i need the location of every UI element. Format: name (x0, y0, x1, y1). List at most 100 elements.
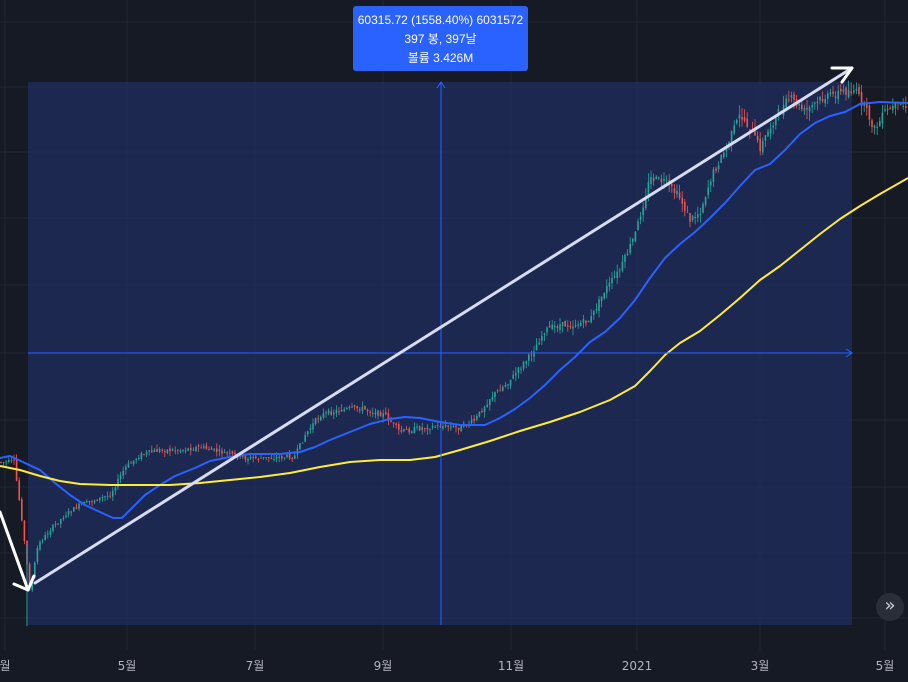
candle (507, 383, 509, 390)
candle-body (138, 457, 140, 459)
candle-body (21, 499, 23, 521)
candle (47, 530, 49, 539)
candle (369, 409, 371, 417)
measure-arrow-up (436, 81, 446, 89)
candle (288, 450, 291, 460)
candle-body (678, 192, 681, 198)
candle (413, 422, 416, 434)
candle-body (886, 108, 889, 111)
candle-body (281, 455, 283, 459)
candle (769, 122, 772, 140)
candle-body (671, 183, 673, 187)
candle-body (699, 214, 702, 216)
candle (881, 104, 884, 129)
candle (112, 487, 114, 501)
candle (62, 515, 65, 521)
candle (13, 454, 15, 465)
candle (5, 460, 7, 467)
candle (738, 105, 741, 128)
candle-body (598, 299, 600, 312)
candle-body (62, 518, 65, 520)
candle-body (73, 507, 75, 512)
candle (52, 523, 54, 533)
candle-body (590, 315, 592, 323)
candle (707, 179, 709, 199)
candle-body (197, 445, 200, 447)
candle-body (161, 449, 163, 451)
candle (478, 411, 481, 418)
candle-body (325, 412, 327, 414)
candle (715, 166, 717, 174)
candle (200, 444, 202, 449)
candle-body (538, 342, 540, 345)
candle (330, 406, 332, 416)
candle (658, 176, 660, 181)
candle (421, 422, 423, 435)
candle (678, 184, 681, 201)
candle-body (569, 326, 572, 328)
candle-body (335, 409, 338, 413)
candle-body (288, 453, 291, 459)
x-axis: 월 5월 7월 9월 11월 2021 3월 5월 (0, 659, 894, 673)
candle (476, 413, 478, 422)
candle (385, 407, 387, 416)
candle-body (595, 309, 598, 311)
candle-body (525, 361, 527, 364)
tooltip-price-change: 60315.72 (1558.40%) 6031572 (357, 13, 524, 27)
x-tick-label: 11월 (498, 659, 524, 673)
candle-body (291, 457, 293, 459)
candle-body (182, 449, 184, 451)
tooltip-bars-days: 397 봉, 397날 (404, 32, 477, 46)
candle-body (49, 530, 52, 535)
candle (151, 445, 153, 453)
scroll-to-realtime-button[interactable]: » (876, 593, 904, 621)
candle-body (637, 221, 639, 231)
candle-body (756, 136, 759, 141)
candle-body (166, 449, 169, 454)
candle-body (652, 177, 655, 182)
candle-body (426, 427, 429, 430)
candle-body (99, 497, 101, 501)
candle-body (834, 96, 837, 98)
candle-body (606, 285, 608, 294)
candle-body (655, 176, 657, 180)
candle-body (156, 449, 158, 452)
candle (811, 101, 813, 114)
candle (333, 409, 335, 419)
candle (600, 296, 603, 308)
candle-body (572, 326, 574, 329)
candle-body (2, 462, 5, 464)
candle-body (252, 457, 254, 459)
candle (730, 130, 733, 152)
candle (746, 112, 748, 128)
candle-body (65, 515, 67, 518)
candle-body (109, 495, 111, 497)
candle (528, 352, 530, 367)
candle-body (582, 319, 585, 323)
candle (309, 424, 312, 434)
candle-body (746, 118, 748, 127)
candle-body (871, 120, 873, 128)
candle (291, 456, 293, 463)
trend-lines[interactable] (0, 66, 854, 592)
candle (447, 425, 449, 432)
candle-body (333, 412, 335, 415)
candle (322, 408, 325, 420)
candle (587, 320, 590, 323)
candle-body (340, 410, 343, 412)
candle (689, 212, 691, 228)
candle-body (621, 261, 624, 271)
candle-body (793, 94, 795, 100)
candle-body (366, 409, 369, 411)
candle-body (140, 453, 143, 459)
candle-body (873, 125, 876, 128)
candle (632, 237, 634, 246)
candle-body (663, 179, 665, 181)
candle-body (517, 367, 520, 373)
candle (317, 415, 319, 424)
candle (548, 320, 551, 328)
candle-body (143, 454, 145, 456)
candle (229, 449, 231, 458)
